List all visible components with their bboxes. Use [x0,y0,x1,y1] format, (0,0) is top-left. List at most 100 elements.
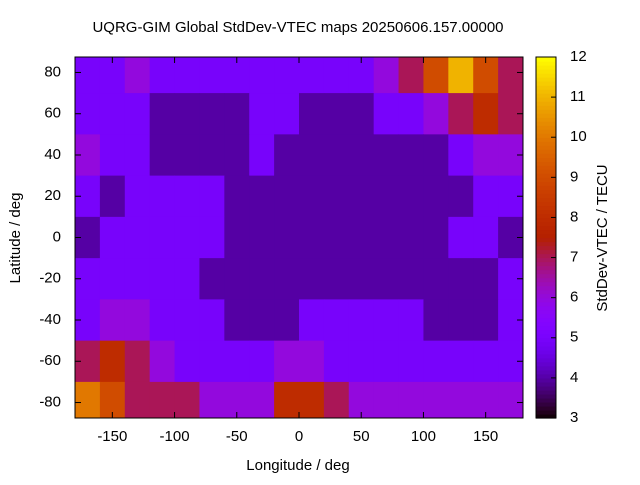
heatmap-cell [99,134,126,177]
y-tick-label: 40 [44,146,61,163]
heatmap-cell [348,216,375,259]
colorbar-band [536,97,556,102]
heatmap-cell [124,381,151,419]
heatmap-cell [249,134,275,177]
colorbar-tick-label: 10 [570,128,587,145]
heatmap-cell [398,93,424,135]
colorbar-band [536,281,556,287]
colorbar-band [536,61,556,66]
colorbar-band [536,241,556,247]
colorbar-band [536,377,556,383]
x-tick-label: -100 [160,428,190,445]
colorbar-band [536,121,556,126]
colorbar-band [536,333,556,339]
heatmap-cell [274,381,300,419]
colorbar-band [536,213,556,219]
heatmap-cell [299,57,325,94]
heatmap-cell [299,340,325,383]
heatmap-cell [448,258,474,300]
heatmap-cell [199,340,225,383]
heatmap-cell [274,216,300,259]
colorbar-band [536,301,556,307]
y-tick-label: -60 [39,352,61,369]
heatmap-cell [299,381,325,419]
colorbar-band [536,189,556,194]
heatmap-cell [224,57,250,94]
y-tick-label: 20 [44,187,61,204]
heatmap-cell [473,299,499,342]
colorbar-band [536,249,556,255]
colorbar-band [536,133,556,138]
colorbar-band [536,93,556,98]
heatmap-cell [398,340,424,383]
heatmap-cell [249,258,275,300]
heatmap-cell [249,340,275,383]
colorbar-band [536,265,556,271]
colorbar-band [536,257,556,263]
colorbar-band [536,109,556,114]
colorbar-band [536,73,556,78]
heatmap-cell [224,134,250,177]
colorbar-band [536,309,556,315]
colorbar-tick-label: 8 [570,208,578,225]
colorbar-band [536,297,556,303]
colorbar-band [536,365,556,371]
heatmap-cell [124,299,151,342]
colorbar-band [536,173,556,178]
heatmap-cell [398,134,424,177]
heatmap-cell [473,216,499,259]
heatmap-cell [423,381,449,419]
colorbar-band [536,161,556,166]
heatmap-cell [75,381,101,419]
colorbar-tick-label: 9 [570,168,578,185]
heatmap-cell [348,258,375,300]
colorbar-band [536,401,556,407]
x-tick-label: -50 [226,428,248,445]
heatmap-cell [498,381,524,419]
colorbar-band [536,169,556,174]
colorbar-band [536,345,556,351]
colorbar-tick-label: 5 [570,329,578,346]
colorbar-band [536,389,556,395]
heatmap-cell [124,93,151,135]
colorbar-tick-label: 12 [570,48,587,65]
heatmap-cell [448,299,474,342]
colorbar-band [536,57,556,62]
heatmap-cell [149,216,176,259]
heatmap-cell [149,93,176,135]
heatmap-cell [373,134,400,177]
colorbar-band [536,237,556,243]
colorbar-band [536,405,556,411]
heatmap-cell [174,299,200,342]
heatmap-cell [224,340,250,383]
heatmap-cell [473,134,499,177]
heatmap-cell [274,93,300,135]
colorbar-band [536,305,556,311]
heatmap-cell [323,381,350,419]
y-tick-label: 80 [44,63,61,80]
colorbar-band [536,393,556,399]
heatmap-cell [473,340,499,383]
colorbar-band [536,113,556,118]
colorbar-band [536,381,556,387]
y-tick-label: -80 [39,393,61,410]
heatmap-cell [99,175,126,218]
heatmap-cell [124,57,151,94]
heatmap-cell [398,299,424,342]
colorbar-label: StdDev-VTEC / TECU [594,164,611,311]
colorbar-band [536,285,556,291]
heatmap-cell [348,175,375,218]
heatmap-cell [423,134,449,177]
heatmap-cell [149,340,176,383]
heatmap-cell [124,175,151,218]
heatmap-cell [448,93,474,135]
heatmap-cell [348,93,375,135]
colorbar-band [536,313,556,319]
heatmap-cell [299,258,325,300]
heatmap-cell [174,175,200,218]
colorbar-band [536,261,556,267]
heatmap-cell [274,57,300,94]
colorbar-band [536,277,556,283]
